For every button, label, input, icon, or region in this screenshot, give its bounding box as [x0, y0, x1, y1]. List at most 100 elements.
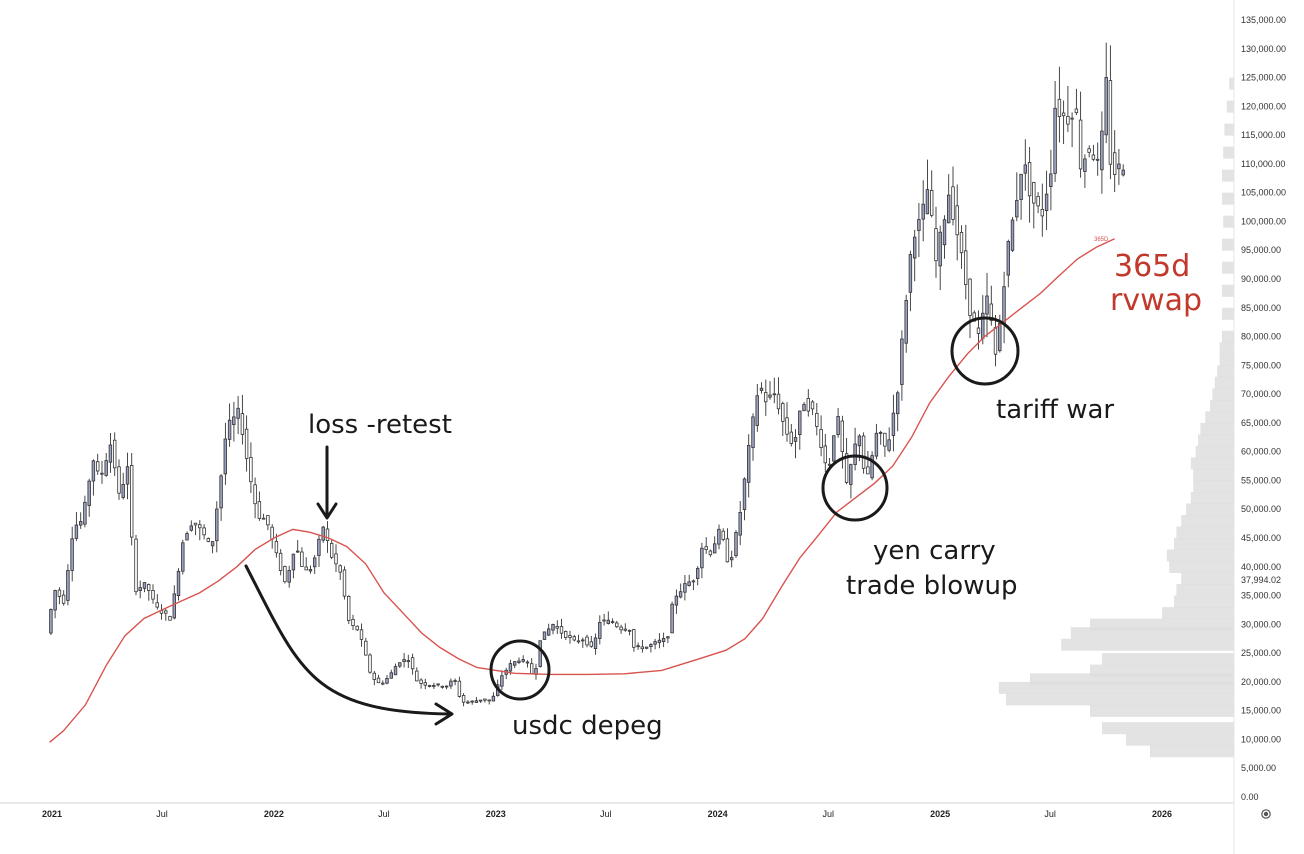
y-tick-label: 30,000.00: [1241, 619, 1281, 629]
candle-body: [602, 619, 606, 622]
x-tick-label: 2025: [930, 809, 950, 819]
candle-body: [593, 637, 598, 650]
candle-body: [691, 580, 696, 583]
candle-body: [410, 657, 415, 670]
candle-body: [261, 517, 266, 520]
candle-body: [661, 638, 666, 643]
candle-body: [449, 680, 453, 687]
volume-profile-bar: [1181, 572, 1234, 585]
candle-body: [802, 404, 806, 412]
gear-icon[interactable]: [1261, 809, 1271, 819]
candle-body: [976, 327, 981, 334]
candle-body: [487, 699, 491, 702]
candle-body: [278, 552, 283, 571]
candle-body: [687, 581, 691, 586]
candle-body: [708, 550, 713, 556]
current-price-label: 37,994.02: [1241, 575, 1281, 585]
volume-profile-bar: [1169, 561, 1234, 573]
x-tick-label: Jul: [156, 809, 168, 819]
x-tick-label: 2021: [42, 809, 62, 819]
candle-body: [164, 610, 168, 614]
candle-body: [121, 483, 125, 498]
candle-body: [304, 566, 308, 571]
candle-body: [815, 412, 819, 427]
candle-body: [300, 551, 304, 567]
x-tick-label: 2024: [708, 809, 728, 819]
candle-body: [619, 626, 623, 631]
candle-body: [615, 622, 619, 628]
y-tick-label: 65,000.00: [1241, 418, 1281, 428]
candle-body: [334, 553, 338, 565]
candle-body: [738, 512, 742, 536]
candle-body: [730, 557, 734, 561]
annotation-loss-retest: loss -retest: [308, 410, 452, 440]
candle-body: [747, 444, 751, 483]
annotation-yen-carry: yen carry: [873, 536, 996, 566]
candle-body: [649, 644, 653, 647]
candle-body: [210, 541, 215, 547]
candle-body: [955, 205, 959, 236]
candle-body: [930, 189, 934, 216]
candle-body: [308, 569, 313, 572]
candle-body: [355, 625, 359, 631]
y-axis: 0.00 5,000.00 10,000.00 15,000.00 20,000.00 2…: [1241, 15, 1286, 802]
candle-body: [861, 435, 866, 469]
x-tick-label: Jul: [600, 809, 612, 819]
rvwap-365d-line: [49, 238, 1115, 743]
candle-body: [453, 680, 457, 682]
candle-body: [755, 395, 759, 426]
candle-body: [138, 587, 142, 591]
candle-body: [887, 439, 891, 451]
candle-body: [427, 685, 432, 687]
tariff-war-circle: [950, 316, 1020, 386]
rvwap-tag: 365D: [1094, 237, 1109, 243]
candle-body: [1040, 208, 1044, 217]
candle-body: [1091, 154, 1096, 160]
candle-body: [968, 278, 972, 316]
candle-body: [806, 397, 810, 412]
volume-profile-bar: [1224, 123, 1234, 136]
candle-body: [466, 701, 470, 704]
candle-body: [844, 453, 849, 483]
candle-body: [1057, 98, 1062, 118]
candle-body: [938, 231, 942, 267]
volume-profile-bar: [1226, 100, 1234, 113]
candle-body: [513, 661, 517, 666]
candle-body: [440, 685, 444, 688]
candle-body: [1121, 169, 1125, 176]
candle-body: [742, 478, 747, 510]
candle-body: [491, 695, 496, 702]
candle-body: [257, 501, 262, 519]
candle-body: [913, 236, 917, 259]
candle-body: [423, 682, 427, 686]
candle-body: [79, 521, 83, 526]
candle-body: [96, 461, 100, 472]
candle-body: [1083, 158, 1087, 172]
y-tick-label: 0.00: [1241, 792, 1259, 802]
candle-body: [1117, 163, 1121, 170]
candle-body: [891, 412, 896, 436]
volume-profile-bar: [1186, 503, 1234, 516]
candle-body: [785, 417, 789, 435]
candle-body: [215, 508, 219, 542]
candle-body: [798, 410, 802, 436]
candle-body: [627, 629, 632, 632]
candle-body: [393, 666, 398, 676]
candle-body: [644, 646, 649, 649]
candle-body: [713, 543, 717, 554]
candle-body: [176, 570, 181, 596]
volume-profile-bar: [1102, 722, 1234, 735]
candle-body: [636, 645, 640, 648]
volume-profile-bar: [1205, 411, 1234, 424]
candle-body: [866, 466, 870, 475]
usdc-depeg-circle: [489, 639, 551, 701]
candle-body: [934, 228, 938, 262]
candle-body: [964, 250, 968, 286]
candle-body: [853, 443, 857, 466]
candle-body: [840, 420, 844, 453]
volume-profile-bar: [1198, 434, 1234, 447]
candle-body: [274, 541, 279, 554]
candle-body: [896, 392, 900, 415]
candle-body: [585, 636, 589, 646]
